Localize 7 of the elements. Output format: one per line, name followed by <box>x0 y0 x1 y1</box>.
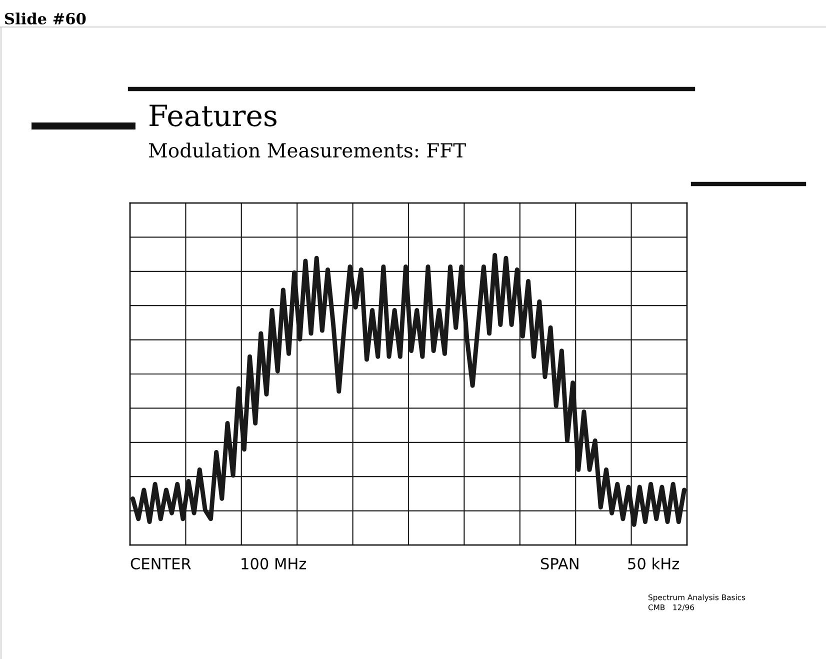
text: SPAN <box>541 558 578 570</box>
chart-subtitle: Modulation Measurements: FFT <box>148 142 466 158</box>
text: Slide #60 <box>5 12 86 24</box>
text: 100 MHz <box>242 558 306 570</box>
chart-title: Features <box>150 104 276 126</box>
text: CENTER <box>130 558 191 570</box>
text: 50 kHz <box>628 558 679 570</box>
